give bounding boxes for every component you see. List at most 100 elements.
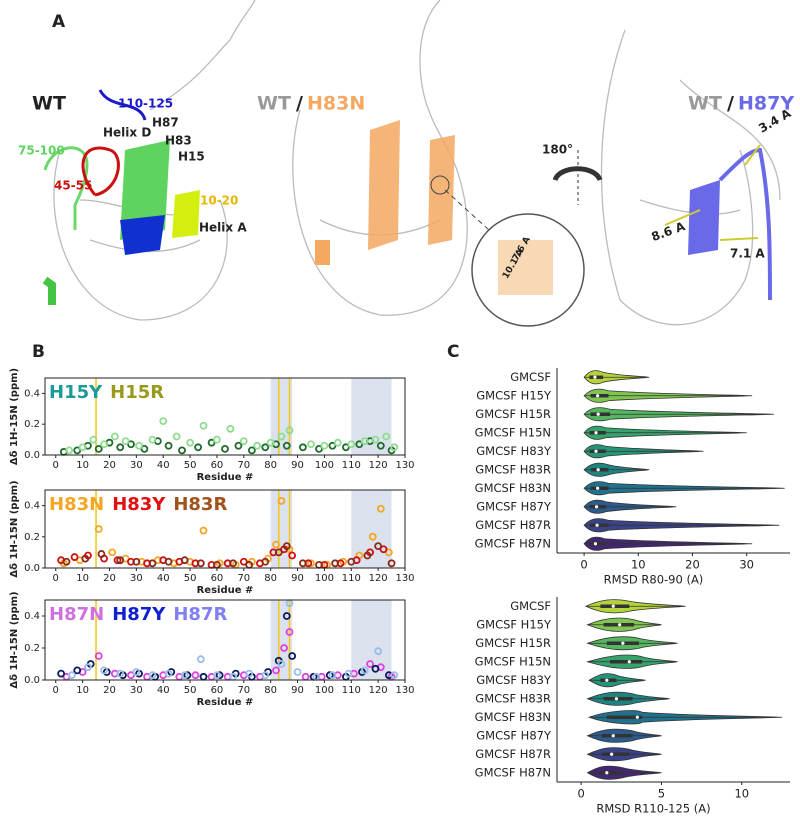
x-axis-label: Residue # [197,585,254,596]
point [215,671,224,680]
category-label: GMCSF H15N [475,654,551,668]
label: / [296,93,303,115]
x-tick-label: 80 [264,573,277,584]
x-axis-label: Residue # [197,697,254,708]
point [164,557,173,566]
category-label: GMCSF H83R [475,691,551,705]
helix-orange [368,120,400,250]
x-tick-label: 10 [734,787,749,801]
x-tick-label: 130 [395,685,414,696]
category-label: GMCSF [510,599,551,613]
y-tick-label: 0.4 [24,501,40,512]
median [605,771,609,775]
point [127,671,135,680]
category-label: GMCSF H15Y [476,617,552,631]
label: H87Y [738,93,794,115]
x-tick-label: 40 [157,685,170,696]
point [81,554,90,563]
x-tick-label: 90 [291,685,304,696]
point [285,628,294,636]
y-tick-label: 0.4 [24,388,40,399]
distance [664,209,701,226]
y-tick-label: 0.2 [24,419,40,430]
strand-orange [315,240,330,265]
x-tick-label: 90 [291,573,304,584]
point [307,559,315,568]
point [178,446,186,455]
x-axis-label: Residue # [197,472,254,483]
axes-frame [44,377,406,456]
point [159,417,168,426]
y-axis-label: Δδ 1H-15N (ppm) [9,480,20,577]
label: H87 [152,116,179,130]
point [344,669,353,678]
point [363,551,372,560]
point [277,497,286,505]
category-label: GMCSF H15R [475,407,551,421]
point [110,432,119,441]
x-axis-label: RMSD R110-125 (A) [596,802,710,816]
point [196,559,205,568]
category-label: GMCSF H83R [475,462,551,476]
category-label: GMCSF H15Y [476,388,552,402]
shaded-region [351,600,392,680]
point [194,443,203,452]
x-tick-label: 70 [237,685,250,696]
helix-orange [428,135,455,245]
y-tick-label: 0.0 [24,675,40,686]
point [84,663,92,672]
x-tick-label: 50 [184,573,197,584]
x-axis-label: RMSD R80-90 (A) [604,573,704,587]
point [328,671,337,680]
point [387,559,396,568]
helix-a [172,190,200,238]
point [148,559,157,568]
helix-d [120,140,170,240]
median [595,523,599,527]
panel-a-structures [42,0,781,327]
point [261,671,270,680]
shaded-region [270,378,293,455]
point [253,441,262,450]
axes-frame [44,599,406,681]
point [274,548,283,557]
median [594,431,598,435]
zoom-spot [430,175,450,195]
y-tick-label: 0.2 [24,532,40,543]
axes-frame [44,489,406,569]
point [331,559,340,568]
point [116,443,125,452]
ribbon [53,0,256,321]
point [376,504,385,513]
point [94,525,103,533]
point [213,435,221,444]
x-tick-label: 60 [211,460,224,471]
median [611,734,615,738]
category-label: GMCSF H83N [475,710,551,724]
x-tick-label: 20 [103,460,116,471]
point [199,526,208,535]
median [594,449,598,453]
x-tick-label: 10 [76,573,89,584]
point [299,559,307,568]
median [596,468,600,472]
category-label: GMCSF H83N [475,481,551,495]
point [282,542,291,551]
point [67,671,76,680]
x-tick-label: 20 [685,558,700,572]
median [596,412,600,416]
median [611,604,615,608]
category-label: GMCSF H15R [475,636,551,650]
x-tick-label: 70 [237,573,250,584]
x-tick-label: 10 [76,460,89,471]
point [384,548,393,557]
point [307,440,315,449]
x-tick-label: 30 [130,573,143,584]
point [132,668,141,676]
point [239,557,248,566]
point [100,666,109,675]
label: 75-100 [18,144,65,158]
helix-d-end [120,215,165,255]
x-tick-label: 0 [580,558,587,572]
